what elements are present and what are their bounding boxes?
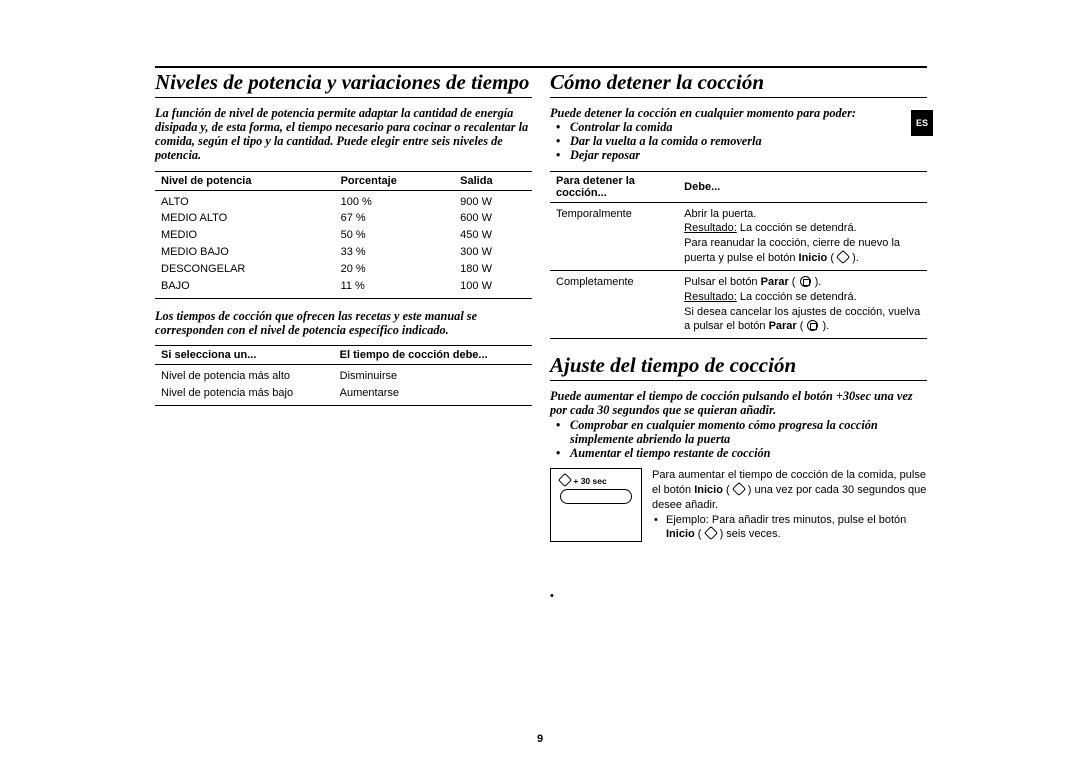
table-row: Completamente Pulsar el botón Parar ( ).… xyxy=(550,270,927,338)
stop-bullets: Controlar la comida Dar la vuelta a la c… xyxy=(550,120,927,162)
button-panel-30sec: + 30 sec xyxy=(550,468,642,542)
cell-completely: Pulsar el botón Parar ( ). Resultado: La… xyxy=(678,270,927,338)
table-row: MEDIO ALTO67 %600 W xyxy=(155,210,532,227)
start-icon xyxy=(732,482,746,496)
heading-adjust-time: Ajuste del tiempo de cocción xyxy=(550,353,927,381)
th-output: Salida xyxy=(454,171,532,190)
right-column: Cómo detener la cocción Puede detener la… xyxy=(550,70,927,590)
table-row: Nivel de potencia más bajoAumentarse xyxy=(155,385,532,405)
start-icon xyxy=(703,526,717,540)
heading-power-levels: Niveles de potencia y variaciones de tie… xyxy=(155,70,532,98)
page-content: Niveles de potencia y variaciones de tie… xyxy=(155,66,927,590)
adjust-bullets: Comprobar en cualquier momento cómo prog… xyxy=(550,418,927,460)
button-oval-icon xyxy=(560,489,632,504)
table-row: DESCONGELAR20 %180 W xyxy=(155,261,532,278)
page-number: 9 xyxy=(0,733,1080,745)
button-instruction: + 30 sec Para aumentar el tiempo de cocc… xyxy=(550,468,927,542)
two-column-layout: Niveles de potencia y variaciones de tie… xyxy=(155,70,927,590)
table-row: Temporalmente Abrir la puerta. Resultado… xyxy=(550,202,927,270)
list-item: Comprobar en cualquier momento cómo prog… xyxy=(570,418,927,446)
list-item: Dar la vuelta a la comida o removerla xyxy=(570,134,927,148)
th-time-must: El tiempo de cocción debe... xyxy=(334,345,532,364)
table-row: BAJO11 %100 W xyxy=(155,278,532,298)
top-rule xyxy=(155,66,927,68)
left-column: Niveles de potencia y variaciones de tie… xyxy=(155,70,532,590)
list-item: Dejar reposar xyxy=(570,148,927,162)
list-item: Controlar la comida xyxy=(570,120,927,134)
button-instruction-text: Para aumentar el tiempo de cocción de la… xyxy=(652,468,927,542)
start-icon xyxy=(558,473,572,487)
intro-adjust-time: Puede aumentar el tiempo de cocción puls… xyxy=(550,389,927,417)
cell-temporarily: Abrir la puerta. Resultado: La cocción s… xyxy=(678,202,927,270)
stop-icon xyxy=(807,320,818,331)
table-row: MEDIO50 %450 W xyxy=(155,227,532,244)
intro-power-levels: La función de nivel de potencia permite … xyxy=(155,106,532,163)
intro-stop-cooking: Puede detener la cocción en cualquier mo… xyxy=(550,106,927,120)
table-row: Nivel de potencia más altoDisminuirse xyxy=(155,364,532,384)
table-row: MEDIO BAJO33 %300 W xyxy=(155,244,532,261)
start-icon xyxy=(836,250,850,264)
heading-stop-cooking: Cómo detener la cocción xyxy=(550,70,927,98)
stop-icon xyxy=(800,276,811,287)
th-to-stop: Para detener la cocción... xyxy=(550,171,678,202)
stop-cooking-table: Para detener la cocción... Debe... Tempo… xyxy=(550,171,927,340)
button-label-30sec: + 30 sec xyxy=(559,475,633,486)
power-level-table: Nivel de potencia Porcentaje Salida ALTO… xyxy=(155,171,532,299)
table-row: ALTO100 %900 W xyxy=(155,190,532,210)
note-cooking-times: Los tiempos de cocción que ofrecen las r… xyxy=(155,309,532,337)
select-table: Si selecciona un... El tiempo de cocción… xyxy=(155,345,532,406)
th-level: Nivel de potencia xyxy=(155,171,335,190)
th-percent: Porcentaje xyxy=(335,171,455,190)
th-must: Debe... xyxy=(678,171,927,202)
list-item: Ejemplo: Para añadir tres minutos, pulse… xyxy=(666,513,927,543)
list-item: Aumentar el tiempo restante de cocción xyxy=(570,446,927,460)
th-if-select: Si selecciona un... xyxy=(155,345,334,364)
